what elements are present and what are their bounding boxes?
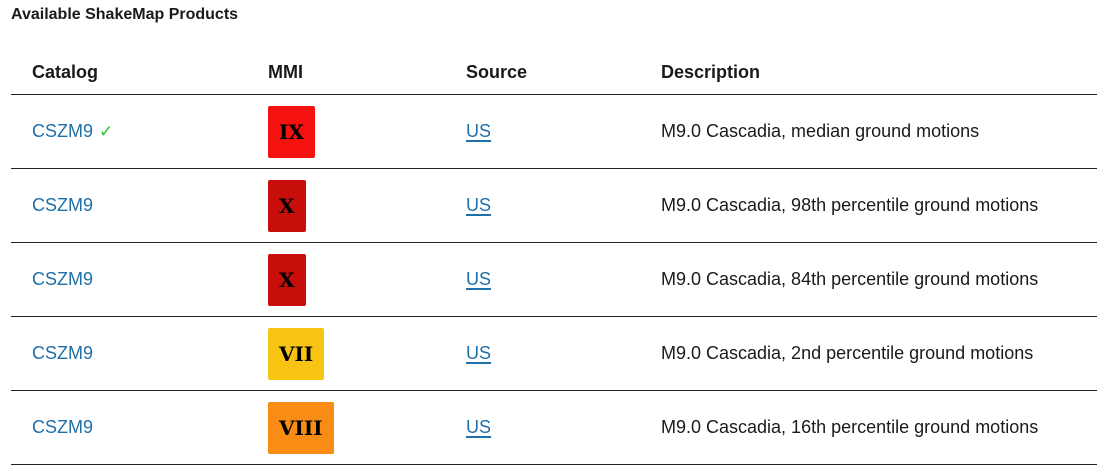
description-cell: M9.0 Cascadia, 16th percentile ground mo… bbox=[661, 390, 1097, 465]
catalog-link[interactable]: CSZM9 bbox=[32, 417, 94, 437]
description-cell: M9.0 Cascadia, median ground motions bbox=[661, 94, 1097, 169]
source-cell: US bbox=[466, 390, 661, 465]
catalog-cell: CSZM9 bbox=[11, 316, 268, 391]
catalog-cell: CSZM9 bbox=[11, 242, 268, 317]
mmi-badge: VII bbox=[268, 327, 325, 380]
mmi-badge: X bbox=[268, 179, 306, 232]
mmi-cell: X bbox=[268, 242, 466, 317]
source-link[interactable]: US bbox=[466, 195, 492, 215]
header-source: Source bbox=[466, 50, 661, 95]
description-cell: M9.0 Cascadia, 84th percentile ground mo… bbox=[661, 242, 1097, 317]
source-cell: US bbox=[466, 242, 661, 317]
table-row[interactable]: CSZM9 VIII US M9.0 Cascadia, 16th percen… bbox=[11, 390, 1097, 465]
catalog-cell: CSZM9 bbox=[11, 390, 268, 465]
table-row[interactable]: CSZM9 X US M9.0 Cascadia, 98th percentil… bbox=[11, 168, 1097, 243]
catalog-link[interactable]: CSZM9 bbox=[32, 343, 94, 363]
catalog-cell: CSZM9 bbox=[11, 168, 268, 243]
header-description: Description bbox=[661, 50, 1097, 95]
mmi-badge: IX bbox=[268, 105, 315, 158]
source-link[interactable]: US bbox=[466, 343, 492, 363]
table-row[interactable]: CSZM9 VII US M9.0 Cascadia, 2nd percenti… bbox=[11, 316, 1097, 391]
section-title: Available ShakeMap Products bbox=[11, 6, 239, 23]
source-cell: US bbox=[466, 316, 661, 391]
table-header: Catalog MMI Source Description bbox=[11, 50, 1097, 95]
mmi-cell: IX bbox=[268, 94, 466, 169]
source-link[interactable]: US bbox=[466, 417, 492, 437]
source-link[interactable]: US bbox=[466, 121, 492, 141]
source-cell: US bbox=[466, 94, 661, 169]
source-cell: US bbox=[466, 168, 661, 243]
catalog-link[interactable]: CSZM9 bbox=[32, 195, 94, 215]
description-cell: M9.0 Cascadia, 98th percentile ground mo… bbox=[661, 168, 1097, 243]
check-icon: ✓ bbox=[99, 122, 114, 141]
header-mmi: MMI bbox=[268, 50, 466, 95]
source-link[interactable]: US bbox=[466, 269, 492, 289]
shakemap-products-table: Catalog MMI Source Description CSZM9 ✓ IX… bbox=[11, 50, 1097, 465]
mmi-badge: VIII bbox=[268, 401, 334, 454]
catalog-link[interactable]: CSZM9 bbox=[32, 269, 94, 289]
catalog-link[interactable]: CSZM9 bbox=[32, 121, 94, 141]
catalog-cell: CSZM9 ✓ bbox=[11, 94, 268, 169]
mmi-cell: X bbox=[268, 168, 466, 243]
description-cell: M9.0 Cascadia, 2nd percentile ground mot… bbox=[661, 316, 1097, 391]
table-row[interactable]: CSZM9 X US M9.0 Cascadia, 84th percentil… bbox=[11, 242, 1097, 317]
mmi-cell: VII bbox=[268, 316, 466, 391]
mmi-cell: VIII bbox=[268, 390, 466, 465]
mmi-badge: X bbox=[268, 253, 306, 306]
table-row[interactable]: CSZM9 ✓ IX US M9.0 Cascadia, median groun… bbox=[11, 94, 1097, 169]
header-catalog: Catalog bbox=[11, 50, 268, 95]
